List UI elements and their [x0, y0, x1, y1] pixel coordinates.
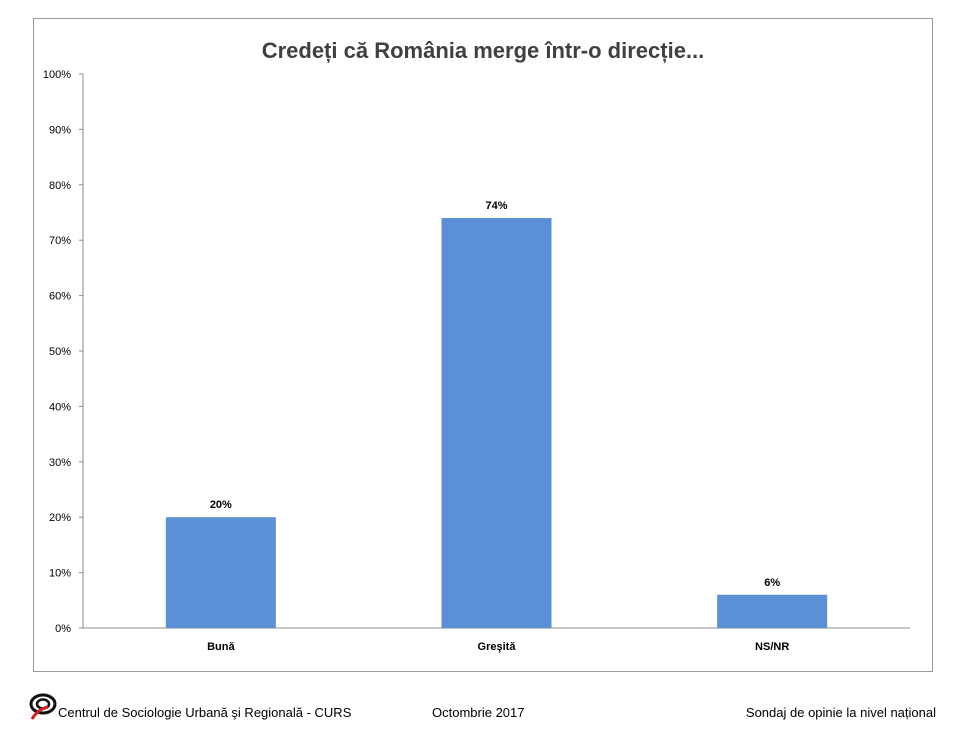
y-tick-label: 90% [49, 124, 71, 136]
x-tick-label: Bună [207, 641, 235, 653]
data-label: 6% [764, 577, 780, 589]
data-label: 20% [210, 499, 232, 511]
y-tick-label: 20% [49, 512, 71, 524]
footer-date: Octombrie 2017 [432, 705, 525, 720]
labels: 0% 10% 20% 30% 40% 50% 60% 70% 80% 90% 100% 20% Bună… [43, 69, 789, 653]
y-tick-label: 70% [49, 235, 71, 247]
data-label: 74% [485, 200, 507, 212]
footer-survey: Sondaj de opinie la nivel național [745, 705, 936, 720]
bar [717, 594, 828, 628]
y-tick-label: 100% [43, 69, 71, 81]
bar [165, 517, 276, 628]
y-tick-label: 80% [49, 180, 71, 192]
y-tick-label: 30% [49, 457, 71, 469]
y-tick-label: 60% [49, 291, 71, 303]
x-tick-label: NS/NR [755, 641, 789, 653]
bars [165, 218, 828, 629]
footer-organization: Centrul de Sociologie Urbană şi Regional… [58, 705, 352, 720]
bar [441, 218, 552, 629]
chart-title: Credeți că România merge într-o direcție… [261, 38, 705, 63]
curs-logo-icon [29, 693, 57, 720]
y-tick-label: 10% [49, 568, 71, 580]
y-tick-label: 50% [49, 346, 71, 358]
y-tick-label: 40% [49, 401, 71, 413]
y-tick-label: 0% [55, 623, 71, 635]
x-tick-label: Greşită [478, 641, 517, 653]
